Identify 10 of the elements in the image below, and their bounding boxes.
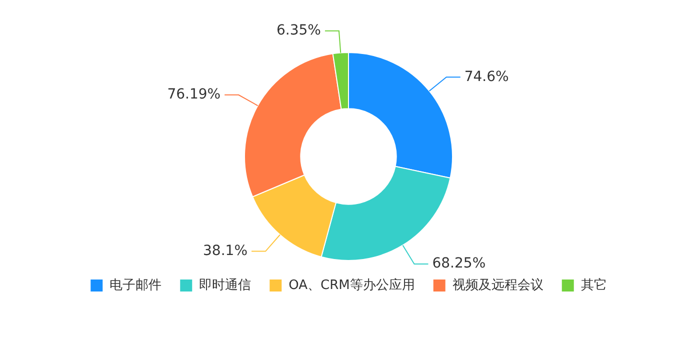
data-label: 38.1%: [203, 242, 248, 259]
legend-label: 电子邮件: [110, 278, 162, 293]
legend-label: 其它: [580, 276, 607, 293]
legend-label: OA、CRM等办公应用: [288, 276, 415, 293]
data-label: 74.6%: [464, 68, 509, 85]
data-label: 68.25%: [432, 256, 486, 272]
legend-label: 视频及远程会议: [452, 278, 544, 293]
data-label: 76.19%: [167, 86, 221, 103]
legend-label: 即时通信: [199, 278, 252, 293]
data-label: 6.35%: [276, 22, 321, 38]
